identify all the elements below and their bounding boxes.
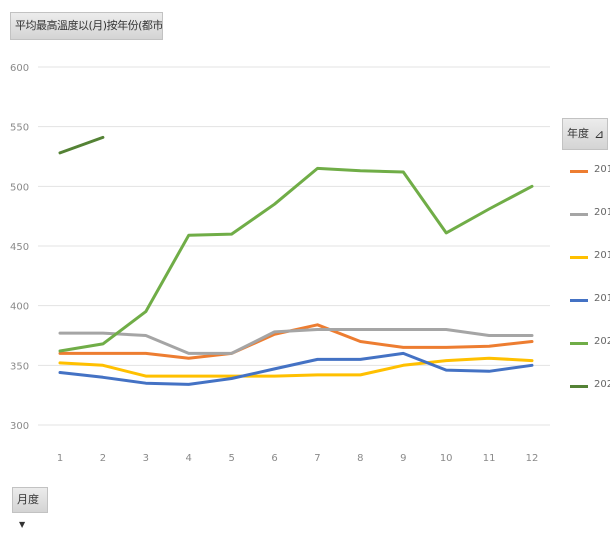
x-tick-label: 5 — [228, 453, 234, 464]
legend-swatch — [570, 342, 588, 345]
x-tick-label: 2 — [100, 453, 106, 464]
legend-label: 2017 — [594, 207, 610, 218]
legend-label: 2018 — [594, 250, 610, 261]
legend-label: 2021 — [594, 379, 610, 390]
series-line-2020 — [58, 166, 534, 353]
x-tick-label: 7 — [314, 453, 320, 464]
x-tick-label: 11 — [483, 453, 496, 464]
series-line-2019 — [58, 351, 534, 386]
axis-field-label: 月度 — [17, 493, 39, 506]
dropdown-arrow-icon: ▼ — [19, 520, 26, 529]
x-tick-label: 9 — [400, 453, 406, 464]
x-tick-label: 12 — [526, 453, 539, 464]
y-tick-label: 600 — [10, 63, 29, 74]
x-tick-label: 6 — [271, 453, 277, 464]
legend-swatch — [570, 299, 588, 302]
y-tick-label: 400 — [10, 302, 29, 313]
y-tick-label: 500 — [10, 182, 29, 193]
series-lines — [58, 135, 534, 386]
x-axis-ticks: 1 2 3 4 5 6 7 8 9 10 11 12 — [57, 453, 539, 464]
y-tick-label: 550 — [10, 123, 29, 134]
legend-label: 2019 — [594, 293, 610, 304]
legend-swatch — [570, 170, 588, 173]
x-tick-label: 3 — [143, 453, 149, 464]
x-tick-label: 1 — [57, 453, 63, 464]
x-tick-label: 4 — [186, 453, 192, 464]
legend-swatch — [570, 385, 588, 388]
series-line-2018 — [58, 356, 534, 378]
y-tick-label: 450 — [10, 242, 29, 253]
y-tick-label: 300 — [10, 421, 29, 432]
legend-swatch — [570, 213, 588, 216]
chart-title-button[interactable]: 平均最高溫度以(月)按年份(都市)排列 — [10, 12, 163, 40]
x-tick-label: 8 — [357, 453, 363, 464]
legend-field-label: 年度 — [567, 127, 589, 140]
chart-title-label: 平均最高溫度以(月)按年份(都市)排列 — [15, 19, 163, 32]
series-line-2021 — [58, 135, 105, 155]
axis-field-button[interactable]: 月度 ▼ — [12, 487, 48, 529]
y-axis-ticks: 300 350 400 450 500 550 600 — [10, 63, 29, 432]
legend-label: 2020 — [594, 336, 610, 347]
series-line-2017 — [58, 328, 534, 355]
filter-icon[interactable]: ⊿ — [593, 127, 604, 141]
y-tick-label: 350 — [10, 361, 29, 372]
x-tick-label: 10 — [440, 453, 453, 464]
legend-label: 2016 — [594, 164, 610, 175]
legend-swatch — [570, 256, 588, 259]
legend-field-button[interactable]: 年度 ⊿ — [562, 118, 608, 150]
